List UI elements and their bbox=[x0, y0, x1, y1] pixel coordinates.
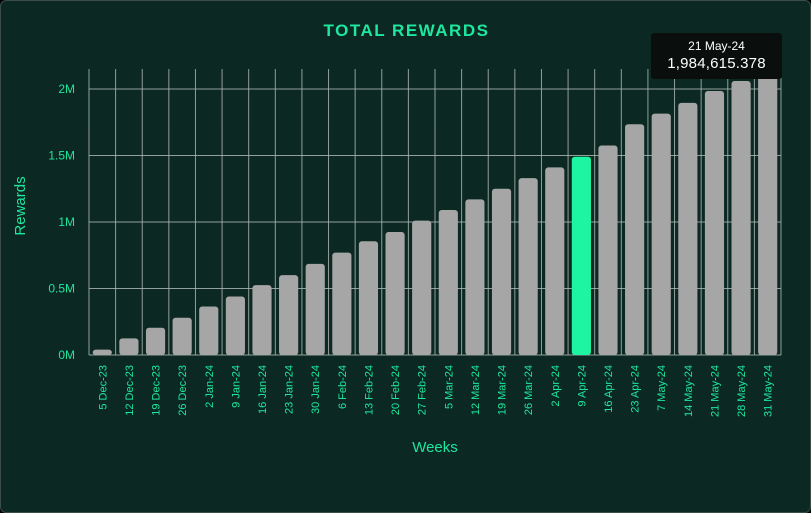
x-axis-label: Weeks bbox=[412, 439, 458, 456]
bar bbox=[758, 70, 778, 355]
x-tick-label: 27 Feb-24 bbox=[417, 365, 429, 415]
x-tick-label: 16 Jan-24 bbox=[257, 365, 269, 414]
bar bbox=[172, 317, 192, 355]
bar bbox=[518, 178, 538, 355]
bar bbox=[545, 167, 565, 355]
x-tick-label: 6 Feb-24 bbox=[337, 365, 349, 409]
y-tick-label: 1.5M bbox=[48, 148, 75, 162]
bar bbox=[199, 306, 219, 355]
x-tick-label: 7 May-24 bbox=[656, 365, 668, 411]
y-tick-label: 2M bbox=[58, 82, 75, 96]
x-tick-label: 19 Mar-24 bbox=[497, 365, 509, 415]
tooltip-value: 1,984,615.378 bbox=[667, 55, 766, 72]
x-tick-label: 5 Dec-23 bbox=[97, 365, 109, 410]
bar bbox=[704, 91, 725, 355]
x-tick-label: 26 Dec-23 bbox=[177, 365, 189, 416]
x-tick-label: 16 Apr-24 bbox=[603, 365, 615, 413]
bar bbox=[678, 102, 698, 355]
x-tick-label: 23 Apr-24 bbox=[630, 365, 642, 413]
bar bbox=[465, 199, 485, 355]
bar bbox=[385, 231, 405, 355]
x-tick-label: 2 Apr-24 bbox=[550, 365, 562, 407]
bar bbox=[332, 252, 352, 355]
chart-tooltip: 21 May-24 1,984,615.378 bbox=[651, 33, 782, 79]
bar bbox=[358, 241, 379, 355]
y-tick-label: 0.5M bbox=[48, 281, 75, 295]
chart-title: TOTAL REWARDS bbox=[323, 21, 490, 40]
bar bbox=[438, 210, 458, 355]
y-tick-label: 1M bbox=[58, 215, 75, 229]
x-tick-label: 26 Mar-24 bbox=[523, 365, 535, 415]
x-tick-label: 31 May-24 bbox=[763, 365, 775, 417]
bar bbox=[571, 156, 591, 355]
bar bbox=[305, 263, 325, 355]
bar bbox=[225, 296, 245, 355]
bar bbox=[119, 338, 139, 355]
x-tick-label: 19 Dec-23 bbox=[151, 365, 163, 416]
bar bbox=[651, 113, 671, 355]
y-axis-label: Rewards bbox=[12, 176, 29, 235]
x-tick-label: 20 Feb-24 bbox=[390, 365, 402, 415]
bar bbox=[731, 80, 751, 355]
bar bbox=[625, 124, 645, 355]
x-tick-label: 28 May-24 bbox=[736, 365, 748, 417]
x-tick-label: 5 Mar-24 bbox=[443, 365, 455, 409]
bar bbox=[92, 349, 112, 355]
bar bbox=[279, 275, 299, 355]
x-tick-label: 12 Mar-24 bbox=[470, 365, 482, 415]
x-tick-label: 2 Jan-24 bbox=[204, 365, 216, 408]
x-tick-label: 23 Jan-24 bbox=[284, 365, 296, 414]
tooltip-date: 21 May-24 bbox=[688, 39, 745, 53]
x-tick-label: 30 Jan-24 bbox=[310, 365, 322, 414]
x-tick-label: 21 May-24 bbox=[709, 365, 721, 417]
bar bbox=[598, 145, 618, 355]
x-tick-label: 9 Jan-24 bbox=[230, 365, 242, 408]
x-tick-label: 13 Feb-24 bbox=[363, 365, 375, 415]
bar bbox=[252, 285, 272, 355]
bar bbox=[412, 220, 432, 355]
x-tick-label: 9 Apr-24 bbox=[576, 365, 588, 407]
x-tick-label: 12 Dec-23 bbox=[124, 365, 136, 416]
x-tick-label: 14 May-24 bbox=[683, 365, 695, 417]
bar bbox=[491, 188, 512, 355]
bar bbox=[145, 327, 166, 355]
y-tick-label: 0M bbox=[58, 348, 75, 362]
